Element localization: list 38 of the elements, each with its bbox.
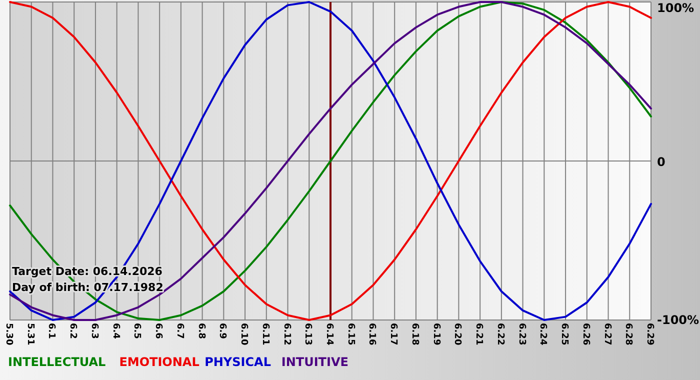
x-tick-label: 6.16 (366, 323, 377, 346)
text: EMOTIONAL (119, 355, 200, 369)
x-tick-label: 5.31 (24, 323, 35, 346)
x-tick-label: 6.17 (388, 323, 398, 346)
x-tick-label: 6.27 (602, 323, 612, 346)
x-tick-label: 6.10 (238, 323, 249, 346)
x-tick-label: 6.6 (153, 323, 164, 339)
x-tick-label: 6.15 (345, 323, 356, 346)
x-tick-label: 6.24 (538, 323, 548, 346)
x-tick-label: 5.30 (4, 323, 14, 346)
text: PHYSICAL (204, 355, 272, 369)
x-tick-label: 6.2 (68, 323, 78, 339)
x-tick-label: 6.25 (559, 323, 570, 346)
x-tick-label: 6.20 (452, 323, 462, 346)
x-tick-label: 6.23 (516, 323, 526, 346)
x-tick-label: 6.13 (302, 323, 313, 346)
x-tick-label: 6.14 (324, 323, 334, 346)
x-tick-label: 6.11 (260, 323, 270, 346)
x-tick-label: 6.1 (46, 323, 56, 339)
x-tick-label: 6.5 (132, 323, 142, 339)
y-tick-label: -100% (657, 313, 700, 327)
x-tick-label: 6.21 (474, 323, 484, 346)
x-tick-label: 6.9 (217, 323, 228, 339)
y-tick-label: 0 (657, 155, 666, 169)
x-tick-label: 6.18 (409, 323, 420, 346)
text: INTUITIVE (281, 355, 348, 369)
x-tick-label: 6.26 (580, 323, 590, 346)
text: INTELLECTUAL (8, 355, 106, 369)
x-tick-label: 6.8 (196, 323, 206, 339)
x-tick-label: 6.28 (623, 323, 634, 346)
x-tick-label: 6.12 (281, 323, 292, 346)
y-tick-label: 100% (657, 1, 694, 15)
x-tick-label: 6.19 (430, 323, 441, 346)
x-tick-label: 6.22 (494, 323, 505, 346)
x-tick-label: 6.4 (110, 323, 120, 339)
x-tick-label: 6.29 (644, 323, 654, 346)
x-tick-label: 6.7 (174, 323, 184, 339)
x-tick-label: 6.3 (88, 323, 99, 339)
